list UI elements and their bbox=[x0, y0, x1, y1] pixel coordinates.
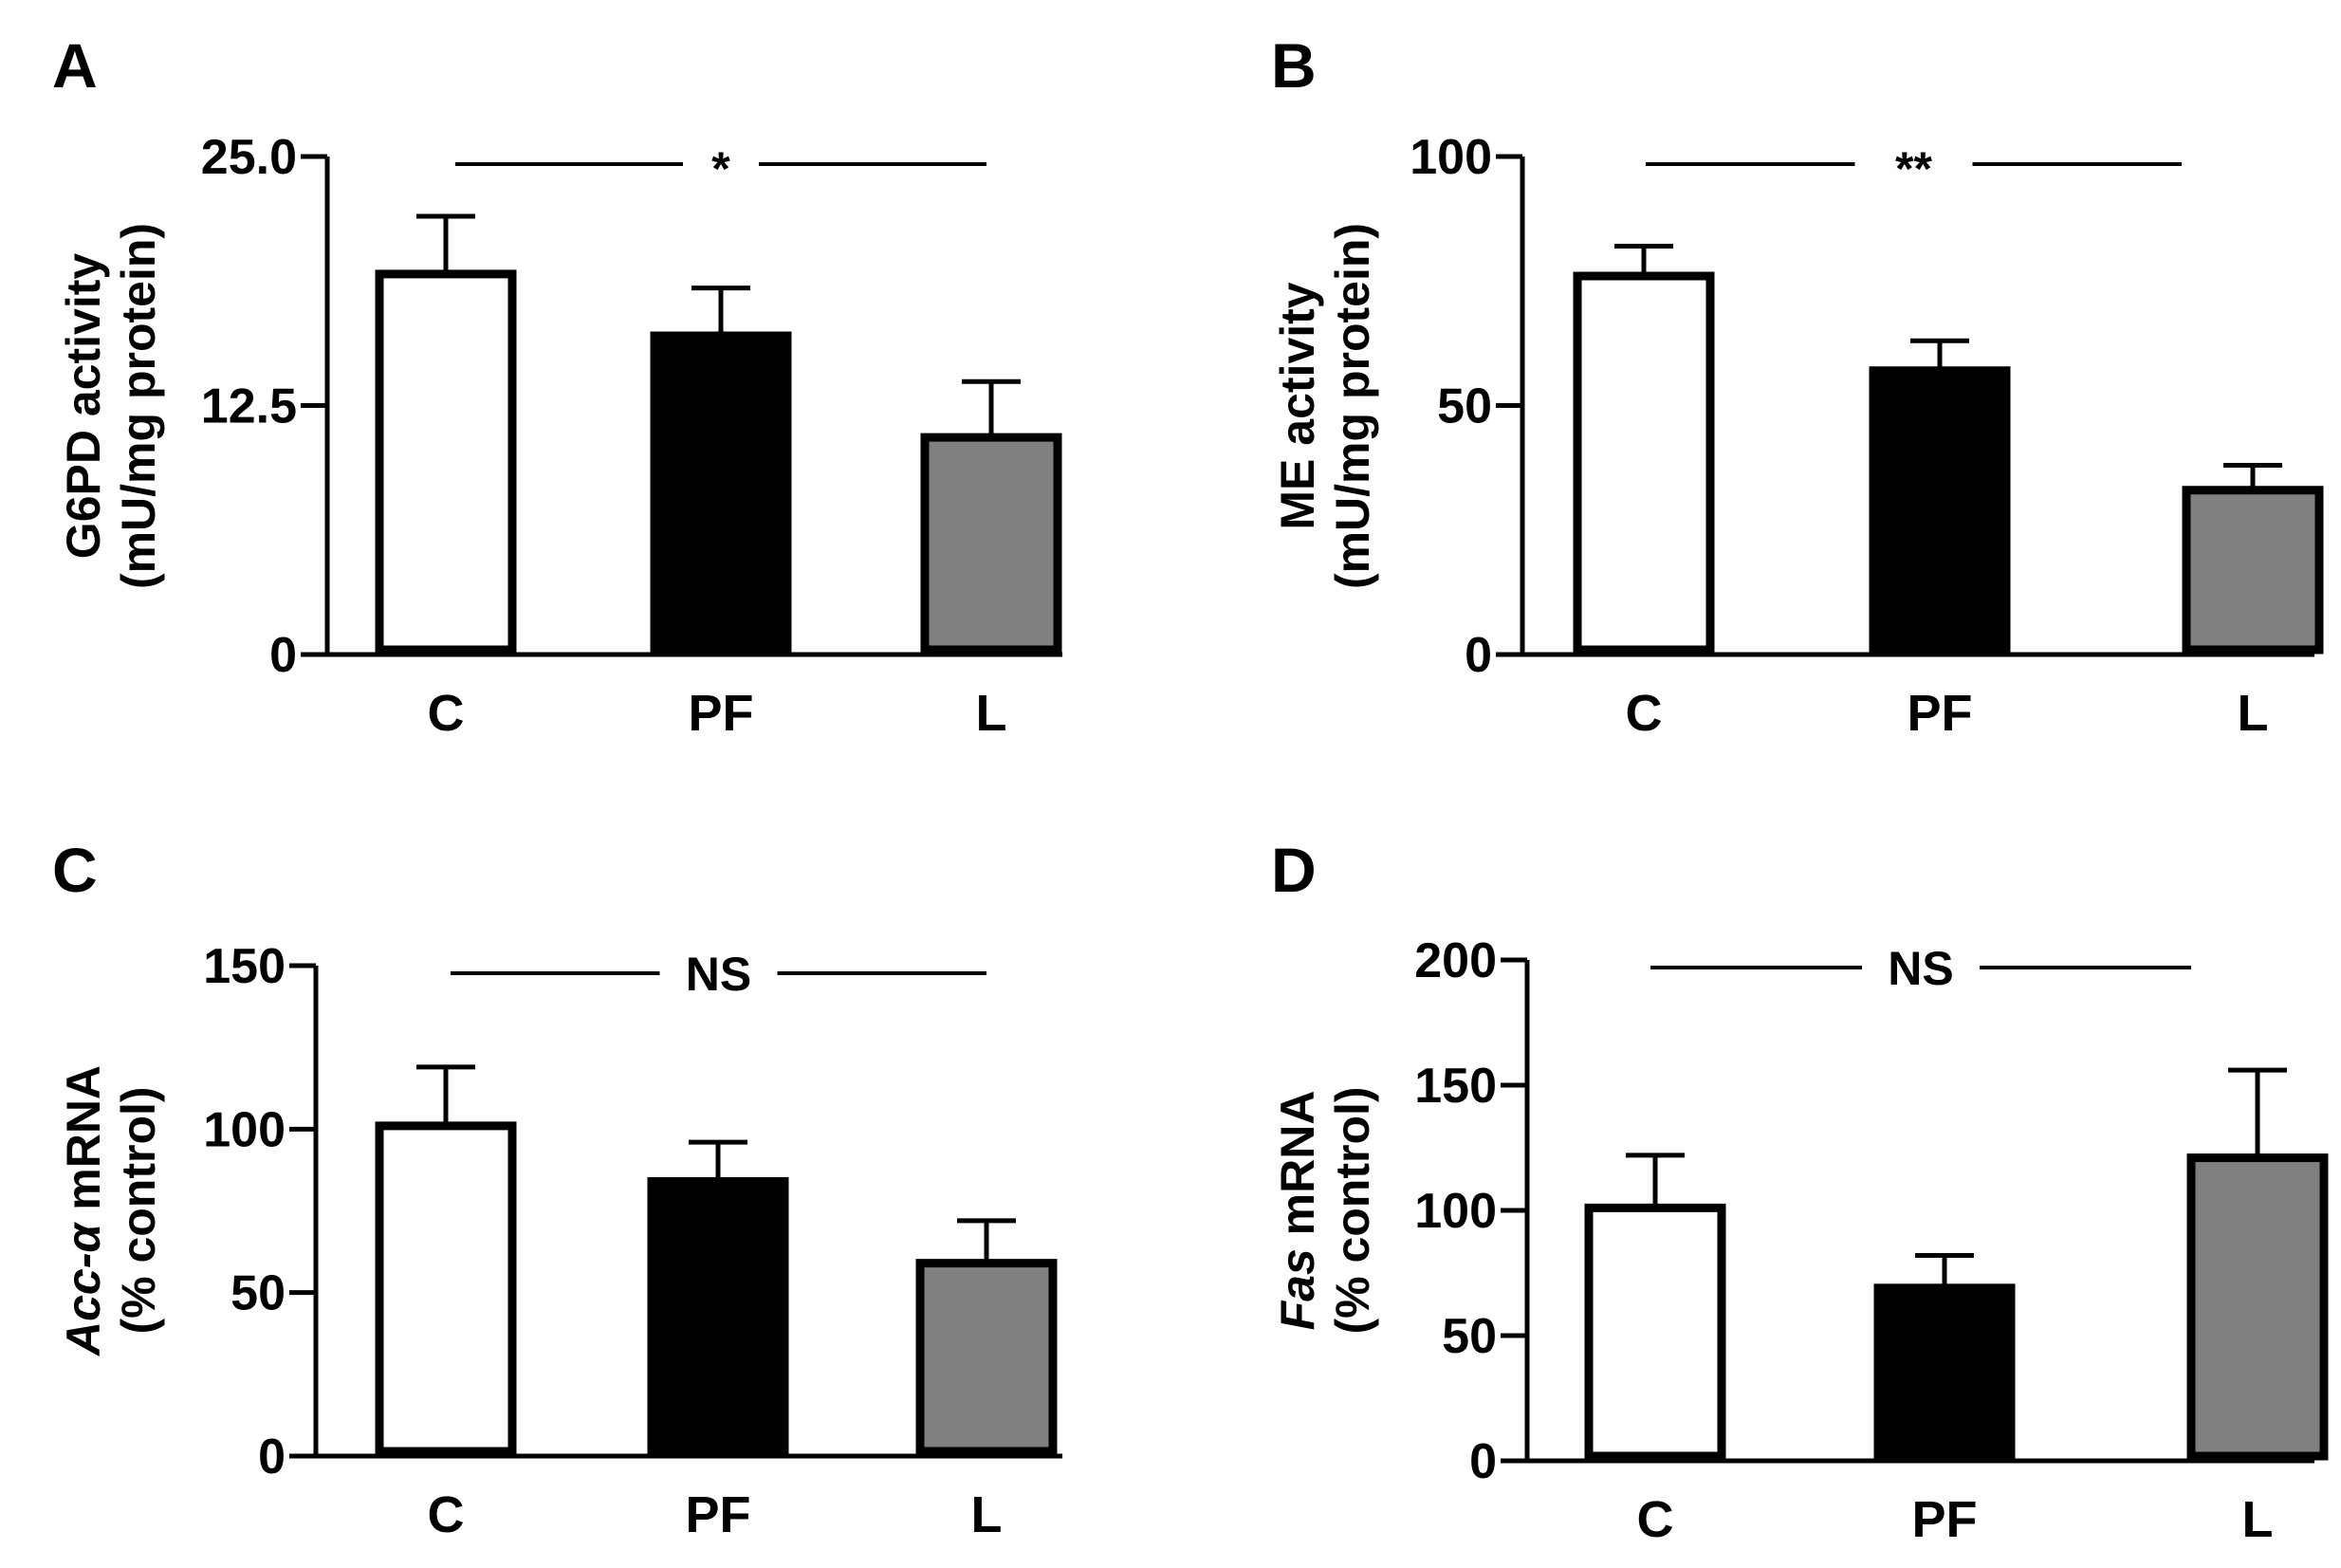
category-label: PF bbox=[1911, 1491, 1977, 1548]
category-label: C bbox=[1626, 685, 1663, 742]
y-axis-label-line: Acc-α mRNA bbox=[57, 1065, 110, 1357]
y-axis-label-segment: (mU/mg protein) bbox=[112, 223, 165, 589]
bar-c bbox=[1573, 271, 1715, 655]
y-axis-label: Fas mRNA(% control) bbox=[1271, 1086, 1379, 1334]
category-label: L bbox=[971, 1486, 1003, 1543]
y-axis-label-line: (% control) bbox=[112, 1086, 165, 1334]
category-label: PF bbox=[685, 1486, 750, 1543]
significance-label: NS bbox=[1888, 942, 1953, 995]
y-axis-label-line: (mU/mg protein) bbox=[112, 223, 165, 589]
y-axis-label: G6PD activity(mU/mg protein) bbox=[57, 223, 165, 589]
y-tick-label: 100 bbox=[203, 1102, 286, 1157]
bar-l bbox=[920, 433, 1062, 655]
y-axis-label-segment: mRNA bbox=[1271, 1091, 1324, 1249]
panel-c: C Acc-α mRNA(% control) 0 50 100 150 C PF L NS bbox=[52, 835, 1062, 1543]
y-axis-label-segment: Acc-α bbox=[57, 1222, 110, 1357]
y-tick-label: 100 bbox=[1410, 130, 1492, 185]
y-tick-label: 200 bbox=[1414, 933, 1497, 988]
y-tick-label: 50 bbox=[1442, 1309, 1497, 1364]
y-axis-label-segment: (mU/mg protein) bbox=[1326, 223, 1379, 589]
bar-pf bbox=[1869, 366, 2011, 655]
y-tick-label: 0 bbox=[269, 628, 297, 683]
bar-l bbox=[2186, 1153, 2329, 1461]
bar-pf bbox=[1873, 1283, 2016, 1461]
bar-c bbox=[375, 269, 517, 655]
y-axis-label: Acc-α mRNA(% control) bbox=[57, 1065, 165, 1357]
panel-letter: D bbox=[1271, 835, 1317, 905]
significance-label: NS bbox=[686, 948, 751, 1001]
category-label: L bbox=[2242, 1491, 2274, 1548]
panel-a: A G6PD activity(mU/mg protein) 0 12.5 25.0 C P… bbox=[52, 30, 1062, 742]
y-tick-label: 0 bbox=[1469, 1434, 1497, 1489]
bar-l bbox=[2182, 486, 2324, 655]
panel-d: D Fas mRNA(% control) 0 50 100 150 200 C PF L NS bbox=[1271, 835, 2329, 1548]
y-axis-label-segment: G6PD activity bbox=[57, 253, 110, 560]
panel-letter: A bbox=[52, 30, 98, 101]
y-tick-label: 150 bbox=[1414, 1059, 1497, 1114]
y-axis-label-line: (% control) bbox=[1326, 1086, 1379, 1334]
y-tick-label: 0 bbox=[1465, 628, 1492, 683]
y-axis-label-line: ME activity bbox=[1271, 282, 1324, 529]
panel-letter: C bbox=[52, 835, 98, 905]
panel-b: B ME activity(mU/mg protein) 0 50 100 C PF L ** bbox=[1271, 30, 2324, 742]
y-axis-label-segment: Fas bbox=[1271, 1248, 1324, 1330]
y-axis-label-segment: mRNA bbox=[57, 1065, 110, 1224]
y-axis-label-line: G6PD activity bbox=[57, 253, 110, 560]
category-label: C bbox=[1637, 1491, 1674, 1548]
category-label: C bbox=[428, 1486, 465, 1543]
y-axis-label-line: (mU/mg protein) bbox=[1326, 223, 1379, 589]
y-tick-label: 150 bbox=[203, 939, 286, 994]
bar-c bbox=[1584, 1203, 1726, 1461]
category-label: L bbox=[2238, 685, 2269, 742]
bar-c bbox=[375, 1121, 517, 1456]
category-label: C bbox=[428, 685, 465, 742]
y-tick-label: 25.0 bbox=[201, 130, 297, 185]
y-tick-label: 50 bbox=[1437, 379, 1492, 434]
y-tick-label: 50 bbox=[230, 1266, 286, 1321]
significance-label: * bbox=[711, 142, 730, 195]
bar-l bbox=[915, 1259, 1058, 1456]
category-label: PF bbox=[688, 685, 753, 742]
y-axis-label: ME activity(mU/mg protein) bbox=[1271, 223, 1379, 589]
bar-pf bbox=[650, 331, 792, 655]
significance-label: ** bbox=[1895, 142, 1932, 195]
category-label: PF bbox=[1907, 685, 1972, 742]
panel-letter: B bbox=[1271, 30, 1317, 101]
category-label: L bbox=[976, 685, 1007, 742]
y-tick-label: 100 bbox=[1414, 1184, 1497, 1239]
y-axis-label-segment: (% control) bbox=[112, 1086, 165, 1334]
bar-pf bbox=[647, 1176, 789, 1456]
y-tick-label: 12.5 bbox=[201, 379, 297, 434]
y-axis-label-segment: ME activity bbox=[1271, 282, 1324, 529]
y-tick-label: 0 bbox=[258, 1430, 286, 1485]
y-axis-label-line: Fas mRNA bbox=[1271, 1091, 1324, 1331]
y-axis-label-segment: (% control) bbox=[1326, 1086, 1379, 1334]
